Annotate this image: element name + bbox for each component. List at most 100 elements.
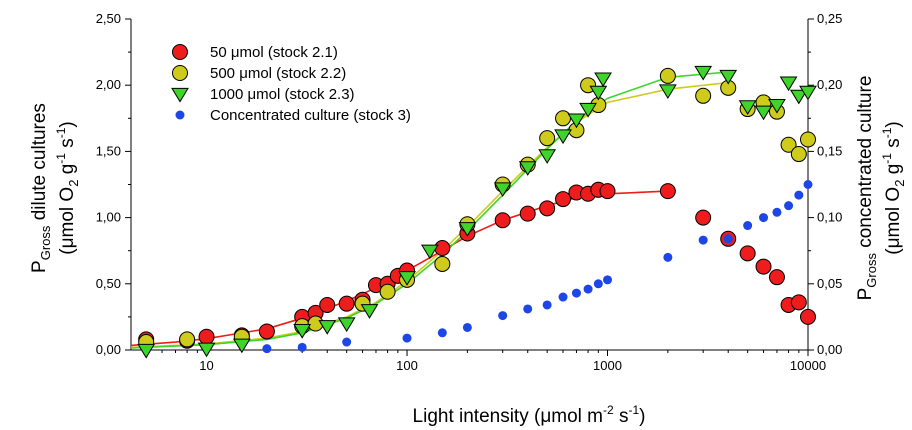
tick-labels: 10 100 1000 100000,000,501,001,502,002,500,…: [96, 11, 843, 373]
data-point-series-4: [743, 221, 753, 231]
data-point-series-3: [579, 102, 597, 118]
data-point-series-4: [593, 279, 603, 289]
x-tick-label: 100: [396, 358, 418, 373]
data-point-series-3: [318, 320, 337, 335]
data-point-series-1: [338, 295, 355, 312]
data-point-series-3: [554, 129, 572, 145]
legend-label-3: 1000 μmol (stock 2.3): [210, 86, 355, 103]
data-point-series-3: [754, 105, 773, 121]
data-point-series-3: [337, 317, 356, 333]
data-point-series-1: [659, 183, 676, 200]
svg-text:(μmol O2 g-1 s-1): (μmol O2 g-1 s-1): [880, 121, 907, 255]
data-point-series-3: [137, 343, 156, 359]
data-point-series-2: [434, 255, 451, 272]
data-point-series-3: [458, 222, 477, 237]
data-point-series-1: [800, 308, 816, 325]
data-point-series-4: [437, 328, 447, 338]
data-point-series-4: [402, 333, 412, 343]
data-point-series-4: [603, 275, 613, 285]
data-point-series-3: [768, 98, 786, 114]
data-point-series-1: [555, 191, 572, 208]
data-point-series-3: [398, 271, 416, 286]
svg-text:PGross dilute cultures: PGross dilute cultures: [29, 103, 53, 273]
data-point-series-3: [293, 324, 312, 339]
data-point-series-4: [723, 234, 733, 244]
data-point-series-3: [360, 304, 379, 319]
legend-marker-2: [172, 65, 188, 81]
data-point-series-1: [739, 245, 756, 262]
x-tick-label: 10: [199, 358, 213, 373]
data-point-series-1: [319, 296, 336, 313]
data-point-series-1: [519, 205, 536, 222]
y-axis-title-left: PGross dilute cultures (μmol O2 g-1 s-1): [29, 103, 81, 273]
data-point-series-4: [583, 284, 593, 294]
y-left-tick-label: 1,50: [96, 143, 121, 158]
y-axis-title-right: PGross concentrated culture (μmol O2 g-1…: [855, 76, 907, 301]
data-point-series-4: [772, 207, 782, 217]
x-axis-title: Light intensity (μmol m-2 s-1): [413, 403, 646, 427]
data-point-series-3: [789, 89, 808, 105]
data-point-series-1: [434, 240, 451, 257]
legend-marker-3: [171, 87, 189, 103]
data-point-series-2: [379, 283, 396, 300]
data-point-series-1: [539, 200, 556, 217]
y-left-tick-label: 1,00: [96, 210, 121, 225]
y-left-tick-label: 2,00: [96, 77, 121, 92]
data-point-series-3: [779, 76, 798, 92]
data-point-series-4: [784, 201, 794, 211]
data-point-series-4: [262, 344, 272, 354]
data-point-series-3: [493, 182, 512, 198]
y-right-tick-label: 0,10: [817, 210, 842, 225]
data-point-series-1: [198, 328, 215, 345]
legend-marker-1: [172, 44, 188, 60]
data-point-series-4: [794, 190, 804, 200]
data-point-series-3: [694, 65, 713, 81]
legend: 50 μmol (stock 2.1) 500 μmol (stock 2.2) 1…: [171, 44, 411, 124]
data-point-series-3: [197, 342, 216, 358]
y-left-tick-label: 0,00: [96, 342, 121, 357]
data-point-series-4: [698, 235, 708, 245]
data-point-series-1: [790, 294, 807, 311]
data-point-series-4: [571, 288, 581, 298]
data-point-series-3: [799, 85, 817, 101]
data-point-series-4: [342, 337, 352, 347]
data-point-series-2: [659, 67, 676, 84]
y-right-tick-label: 0,00: [817, 342, 842, 357]
data-point-series-3: [567, 113, 586, 129]
data-point-series-2: [695, 87, 712, 104]
data-point-series-4: [558, 292, 568, 302]
data-point-series-4: [523, 304, 533, 314]
data-point-series-2: [179, 331, 196, 348]
svg-text:(μmol O2 g-1 s-1): (μmol O2 g-1 s-1): [54, 121, 81, 255]
y-right-tick-label: 0,25: [817, 11, 842, 26]
x-tick-label: 1000: [593, 358, 622, 373]
data-point-series-3: [420, 244, 439, 260]
data-point-series-2: [555, 110, 572, 127]
data-point-series-4: [663, 252, 673, 262]
legend-marker-4: [175, 110, 185, 120]
data-point-series-1: [494, 212, 511, 229]
y-right-tick-label: 0,20: [817, 77, 842, 92]
y-left-tick-label: 2,50: [96, 11, 121, 26]
y-right-tick-label: 0,15: [817, 143, 842, 158]
data-point-series-3: [594, 72, 612, 88]
data-point-series-2: [790, 146, 807, 163]
data-point-series-3: [538, 149, 557, 164]
y-right-tick-label: 0,05: [817, 276, 842, 291]
data-point-series-1: [695, 209, 712, 226]
svg-text:PGross concentrated culture: PGross concentrated culture: [855, 76, 879, 301]
data-point-series-1: [768, 269, 785, 286]
data-point-series-3: [589, 85, 608, 101]
data-point-series-1: [258, 323, 275, 340]
x-tick-label: 10000: [790, 358, 826, 373]
data-point-series-3: [232, 338, 251, 354]
data-point-series-2: [780, 136, 797, 153]
data-point-series-4: [498, 311, 508, 321]
data-markers: [137, 65, 817, 359]
legend-label-2: 500 μmol (stock 2.2): [210, 65, 346, 82]
data-point-series-4: [542, 300, 552, 310]
data-point-series-4: [759, 213, 769, 223]
data-point-series-1: [755, 258, 772, 275]
data-point-series-3: [719, 69, 738, 85]
